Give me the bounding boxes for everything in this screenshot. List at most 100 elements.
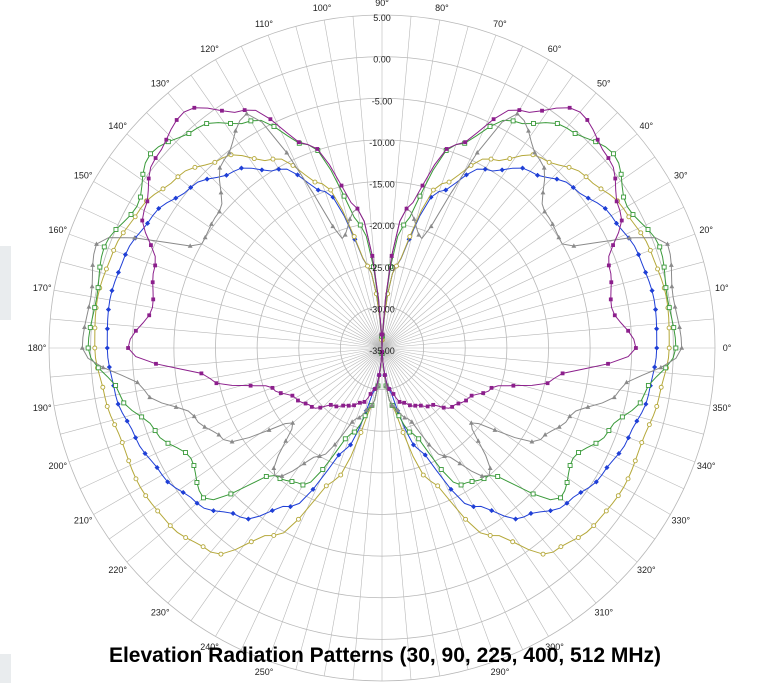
data-point <box>266 427 272 432</box>
data-point <box>147 394 153 400</box>
grid-spoke <box>381 133 638 349</box>
data-point <box>349 419 355 424</box>
data-point <box>572 131 578 136</box>
grid-spoke <box>267 347 383 662</box>
data-point <box>339 183 344 188</box>
data-point <box>395 407 400 412</box>
data-point <box>95 365 101 371</box>
data-point <box>673 345 679 351</box>
grid-spoke <box>190 347 383 621</box>
angle-tick-label: 320° <box>637 565 656 575</box>
data-point <box>463 516 468 522</box>
data-point <box>132 235 138 240</box>
data-point <box>380 350 385 354</box>
data-point <box>356 415 362 420</box>
grid-spoke <box>295 347 383 670</box>
data-point <box>263 474 269 479</box>
data-point <box>464 398 468 403</box>
data-point <box>598 186 604 192</box>
radial-tick-label: -25.00 <box>369 263 395 273</box>
data-point <box>469 393 474 398</box>
data-point <box>428 223 434 229</box>
data-point <box>389 253 394 258</box>
data-point <box>342 232 348 237</box>
data-point <box>383 383 389 388</box>
data-point <box>165 139 171 145</box>
data-point <box>448 486 454 493</box>
data-point <box>422 452 428 458</box>
data-point <box>173 195 179 201</box>
data-point <box>217 165 223 170</box>
data-point <box>410 442 417 448</box>
data-point <box>87 325 93 331</box>
data-point <box>82 324 87 329</box>
data-point <box>668 262 674 267</box>
data-point <box>571 243 577 248</box>
data-point <box>245 516 252 522</box>
data-point <box>547 508 554 514</box>
data-point <box>482 166 488 172</box>
data-point <box>416 436 422 442</box>
data-point <box>320 467 326 472</box>
data-point <box>614 199 619 204</box>
data-point <box>634 346 638 350</box>
data-point <box>442 453 447 458</box>
data-point <box>632 458 638 464</box>
data-point <box>532 149 538 155</box>
data-point <box>621 194 627 200</box>
data-point <box>342 436 348 442</box>
data-point <box>341 403 346 408</box>
data-point <box>443 187 449 193</box>
data-point <box>271 533 277 538</box>
data-point <box>152 428 158 434</box>
data-point <box>296 398 300 403</box>
data-point <box>137 194 143 200</box>
data-point <box>606 263 611 268</box>
data-point <box>564 500 570 506</box>
angle-tick-label: 190° <box>33 403 52 413</box>
grid-spoke <box>381 26 469 349</box>
data-point <box>626 235 632 240</box>
data-point <box>199 371 204 376</box>
data-point <box>328 402 333 407</box>
data-point <box>122 251 129 258</box>
data-point <box>115 269 122 276</box>
data-point <box>216 432 222 437</box>
data-point <box>613 220 620 226</box>
data-point <box>626 214 632 220</box>
data-point <box>603 508 609 514</box>
data-point <box>312 179 318 185</box>
data-point <box>86 304 92 309</box>
data-point <box>279 473 285 478</box>
data-point <box>418 403 423 408</box>
angle-tick-label: 200° <box>48 461 67 471</box>
grid-spoke <box>50 318 383 349</box>
data-point <box>558 495 564 501</box>
series-2 <box>92 152 672 557</box>
angle-tick-label: 240° <box>200 642 219 652</box>
radial-tick-label: -10.00 <box>369 138 395 148</box>
data-point <box>402 400 407 405</box>
data-point <box>606 156 611 160</box>
grid-spoke <box>240 347 383 650</box>
data-point <box>278 391 283 395</box>
data-point <box>463 140 468 145</box>
data-point <box>148 151 153 157</box>
data-point <box>416 232 422 237</box>
data-point <box>643 401 649 407</box>
data-point <box>183 450 188 455</box>
data-point <box>352 403 356 408</box>
data-point <box>153 263 158 268</box>
data-point <box>550 221 555 226</box>
data-point <box>132 435 139 441</box>
data-point <box>425 404 430 409</box>
data-point <box>111 247 117 253</box>
grid-spoke <box>381 75 574 349</box>
angle-tick-label: 100° <box>313 3 332 13</box>
angle-tick-label: 30° <box>674 171 688 181</box>
data-point <box>606 428 612 434</box>
data-point <box>401 222 407 228</box>
data-point <box>647 247 653 253</box>
data-point <box>191 463 197 468</box>
grid-spoke <box>109 156 383 349</box>
